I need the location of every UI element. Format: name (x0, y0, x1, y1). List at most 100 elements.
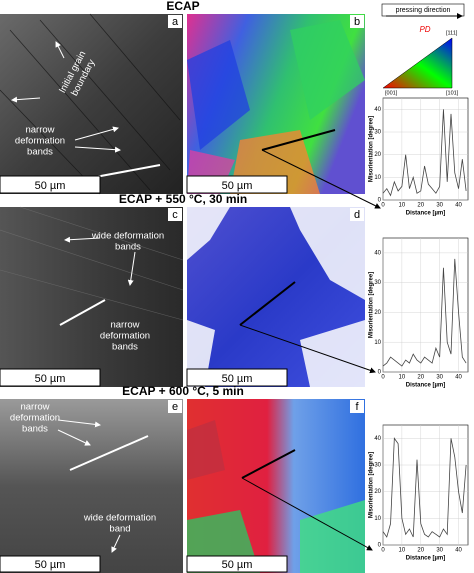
scale-text: 50 µm (222, 373, 253, 385)
x-tick-label: 20 (417, 548, 424, 554)
arrow (74, 126, 119, 141)
y-tick-label: 20 (374, 152, 381, 158)
profile-line (89, 164, 161, 179)
x-tick-label: 0 (381, 548, 385, 554)
profile-line (382, 437, 467, 538)
annotation: wide deformation (91, 231, 164, 242)
label-box (350, 208, 364, 221)
pole-label: [101] (446, 90, 459, 96)
pole-label: [001] (385, 90, 398, 96)
panel-label: b (354, 16, 360, 28)
scale-bar (186, 175, 288, 194)
scale-text: 50 µm (35, 180, 66, 192)
scale-text: 50 µm (35, 559, 66, 571)
arrow (57, 419, 101, 428)
scale-bar (0, 175, 101, 194)
x-axis-label: Distance [µm] (406, 383, 445, 389)
scale-bar (186, 368, 288, 387)
y-tick-label: 20 (374, 489, 381, 495)
micrograph (0, 14, 183, 194)
annotation: deformation (100, 331, 150, 342)
arrow (239, 324, 376, 374)
profile-line (241, 449, 296, 479)
y-tick-label: 0 (378, 543, 382, 549)
annotation: deformation (10, 413, 60, 424)
scale-text: 50 µm (35, 373, 66, 385)
panel-label: f (355, 401, 359, 413)
plot-area (382, 97, 469, 201)
y-tick-label: 30 (374, 280, 381, 286)
legend-axis: PD (419, 25, 430, 34)
x-tick-label: 40 (455, 203, 462, 209)
x-tick-label: 20 (417, 203, 424, 209)
annotation: bands (112, 342, 138, 353)
panel-label: e (172, 401, 178, 413)
arrow (74, 146, 121, 153)
plot-area (382, 424, 469, 546)
x-tick-label: 30 (436, 375, 443, 381)
y-tick-label: 10 (374, 340, 381, 346)
row-title: ECAP (166, 0, 199, 13)
y-tick-label: 10 (374, 516, 381, 522)
x-tick-label: 10 (399, 203, 406, 209)
texture (0, 206, 184, 321)
y-axis-label: Misorientation [degree] (369, 272, 375, 338)
y-tick-label: 40 (374, 436, 381, 442)
y-tick-label: 30 (374, 463, 381, 469)
arrow (11, 96, 41, 103)
annotation: band (109, 524, 130, 535)
y-tick-label: 0 (378, 198, 382, 204)
scale-text: 50 µm (222, 180, 253, 192)
x-axis-label: Distance [µm] (406, 211, 445, 217)
label-box (350, 15, 364, 28)
row-title: ECAP + 600 °C, 5 min (122, 384, 244, 398)
row-title: ECAP + 550 °C, 30 min (119, 192, 247, 206)
x-tick-label: 0 (381, 203, 385, 209)
y-tick-label: 40 (374, 250, 381, 256)
y-tick-label: 20 (374, 310, 381, 316)
arrow (111, 534, 121, 553)
micrograph (0, 207, 183, 387)
annotation: bands (115, 242, 141, 253)
x-tick-label: 40 (455, 548, 462, 554)
profile-line (59, 299, 106, 326)
y-tick-label: 40 (374, 107, 381, 113)
arrow (127, 251, 136, 286)
arrow (241, 477, 373, 551)
annotation: bands (22, 424, 48, 435)
annotation: narrow (25, 125, 54, 136)
x-tick-label: 40 (455, 375, 462, 381)
arrow (55, 41, 65, 59)
x-tick-label: 10 (399, 548, 406, 554)
annotation: deformation (15, 136, 65, 147)
panel-label: a (172, 16, 179, 28)
profile-line (382, 258, 467, 367)
label-box (168, 208, 182, 221)
y-axis-label: Misorientation [degree] (369, 116, 375, 182)
scale-text: 50 µm (222, 559, 253, 571)
profile-line (261, 129, 336, 151)
micrograph (0, 399, 183, 573)
x-tick-label: 30 (436, 203, 443, 209)
label-box (350, 400, 364, 413)
profile-line (382, 109, 467, 197)
x-tick-label: 10 (399, 375, 406, 381)
arrow (64, 236, 101, 243)
label-box (168, 15, 182, 28)
y-tick-label: 10 (374, 175, 381, 181)
profile-line (239, 281, 296, 326)
x-tick-label: 0 (381, 375, 385, 381)
y-tick-label: 0 (378, 370, 382, 376)
annotation: wide deformation (83, 513, 156, 524)
scale-bar (186, 555, 288, 573)
profile-line (69, 435, 149, 471)
scale-bar (0, 555, 101, 573)
x-tick-label: 20 (417, 375, 424, 381)
label-box (168, 400, 182, 413)
arrow (261, 149, 381, 209)
annotation: narrow (20, 402, 49, 413)
arrow (57, 429, 91, 446)
scale-bar (0, 368, 101, 387)
ipf-triangle (382, 37, 453, 89)
